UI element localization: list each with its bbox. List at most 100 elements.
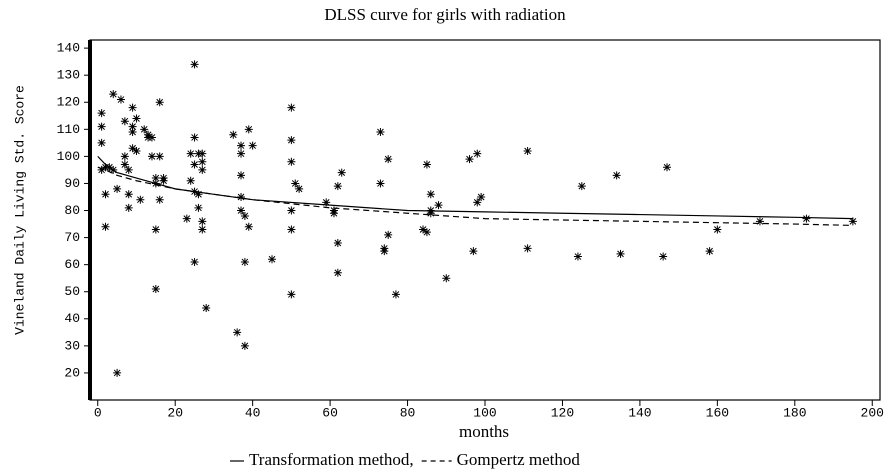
- y-axis-label: Vineland Daily Living Std. Score: [12, 85, 27, 335]
- data-point: [337, 168, 346, 177]
- data-point: [442, 274, 451, 283]
- data-point: [240, 211, 249, 220]
- x-tick-label: 100: [473, 405, 496, 420]
- data-point: [198, 225, 207, 234]
- data-point: [101, 190, 110, 199]
- y-tick-label: 30: [64, 338, 80, 353]
- y-tick-label: 110: [57, 122, 80, 137]
- data-point: [802, 214, 811, 223]
- x-tick-label: 140: [628, 405, 651, 420]
- data-point: [198, 217, 207, 226]
- y-tick-label: 130: [57, 68, 80, 83]
- x-axis-label: months: [459, 422, 509, 441]
- data-point: [477, 192, 486, 201]
- data-point: [419, 225, 428, 234]
- y-tick-label: 20: [64, 365, 80, 380]
- data-point: [287, 290, 296, 299]
- data-point: [128, 144, 137, 153]
- data-point: [422, 228, 431, 237]
- data-point: [120, 160, 129, 169]
- data-point: [124, 203, 133, 212]
- data-point: [523, 146, 532, 155]
- data-point: [295, 184, 304, 193]
- data-point: [97, 122, 106, 131]
- data-point: [237, 149, 246, 158]
- y-tick-label: 50: [64, 284, 80, 299]
- data-point: [434, 201, 443, 210]
- data-point: [182, 214, 191, 223]
- data-point: [848, 217, 857, 226]
- data-point: [128, 128, 137, 137]
- data-point: [194, 190, 203, 199]
- x-tick-label: 120: [551, 405, 574, 420]
- data-point: [116, 95, 125, 104]
- data-point: [128, 103, 137, 112]
- data-point: [240, 341, 249, 350]
- data-point: [473, 198, 482, 207]
- data-point: [190, 160, 199, 169]
- data-point: [287, 225, 296, 234]
- x-tick-label: 20: [167, 405, 183, 420]
- data-point: [376, 128, 385, 137]
- y-tick-label: 100: [57, 149, 80, 164]
- data-point: [155, 195, 164, 204]
- data-point: [333, 239, 342, 248]
- y-tick-label: 40: [64, 311, 80, 326]
- data-point: [384, 230, 393, 239]
- data-point: [268, 255, 277, 264]
- data-point: [233, 328, 242, 337]
- data-point: [155, 152, 164, 161]
- data-point: [194, 203, 203, 212]
- data-point: [426, 190, 435, 199]
- data-point: [124, 165, 133, 174]
- data-point: [202, 303, 211, 312]
- data-point: [128, 122, 137, 131]
- data-point: [465, 155, 474, 164]
- x-tick-label: 160: [706, 405, 729, 420]
- data-point: [287, 206, 296, 215]
- data-point: [124, 190, 133, 199]
- data-point: [322, 198, 331, 207]
- data-point: [120, 152, 129, 161]
- data-point: [422, 160, 431, 169]
- data-point: [663, 163, 672, 172]
- data-point: [384, 155, 393, 164]
- legend-label: Transformation method,: [249, 450, 414, 469]
- data-point: [186, 176, 195, 185]
- x-tick-label: 200: [861, 405, 884, 420]
- x-tick-label: 60: [322, 405, 338, 420]
- data-point: [97, 138, 106, 147]
- fit-line: [97, 155, 853, 220]
- data-point: [240, 257, 249, 266]
- data-point: [713, 225, 722, 234]
- data-point: [333, 182, 342, 191]
- data-point: [244, 125, 253, 134]
- data-point: [186, 149, 195, 158]
- data-point: [616, 249, 625, 258]
- data-point: [287, 103, 296, 112]
- data-point: [190, 257, 199, 266]
- data-point: [329, 206, 338, 215]
- data-point: [151, 174, 160, 183]
- x-tick-label: 0: [94, 405, 102, 420]
- data-point: [287, 157, 296, 166]
- data-point: [573, 252, 582, 261]
- data-point: [612, 171, 621, 180]
- data-point: [291, 179, 300, 188]
- x-tick-label: 80: [400, 405, 416, 420]
- data-point: [159, 174, 168, 183]
- data-point: [97, 109, 106, 118]
- data-point: [577, 182, 586, 191]
- data-point: [132, 114, 141, 123]
- data-point: [755, 217, 764, 226]
- data-point: [190, 60, 199, 69]
- data-point: [113, 184, 122, 193]
- data-point: [132, 146, 141, 155]
- y-tick-label: 60: [64, 257, 80, 272]
- data-point: [198, 157, 207, 166]
- data-point: [473, 149, 482, 158]
- data-point: [376, 179, 385, 188]
- data-point: [248, 141, 257, 150]
